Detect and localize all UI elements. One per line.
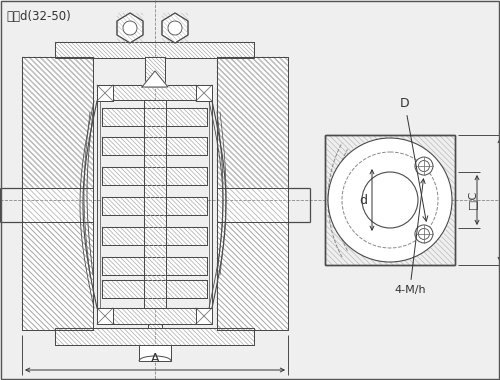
Bar <box>102 257 207 275</box>
Polygon shape <box>162 13 188 43</box>
Polygon shape <box>117 13 143 43</box>
Bar <box>102 108 207 126</box>
Bar <box>217 57 288 330</box>
Bar <box>97 85 212 100</box>
Bar <box>102 227 207 245</box>
Bar <box>196 85 212 101</box>
Circle shape <box>168 21 182 35</box>
Bar <box>102 197 207 215</box>
Bar <box>102 167 207 185</box>
Bar <box>55 42 254 58</box>
Circle shape <box>362 172 418 228</box>
Bar <box>144 100 166 308</box>
Text: d: d <box>359 193 367 206</box>
Bar <box>102 257 207 275</box>
Bar <box>97 308 113 324</box>
Bar <box>102 197 207 215</box>
Bar <box>217 222 288 330</box>
Bar <box>55 328 254 345</box>
Bar <box>217 57 288 330</box>
Text: □C: □C <box>467 191 477 209</box>
Polygon shape <box>142 71 168 87</box>
Bar <box>97 85 113 101</box>
Bar <box>139 345 171 361</box>
Bar <box>22 57 93 330</box>
Text: D: D <box>400 97 428 221</box>
Text: 4-M/h: 4-M/h <box>394 179 426 295</box>
Bar <box>196 308 212 324</box>
Bar <box>217 57 288 188</box>
Bar <box>145 57 165 87</box>
Bar <box>22 57 93 330</box>
Bar <box>102 137 207 155</box>
Circle shape <box>123 21 137 35</box>
Bar <box>22 222 93 330</box>
Bar <box>102 280 207 298</box>
Circle shape <box>418 161 430 171</box>
Circle shape <box>415 225 433 243</box>
Text: A: A <box>151 352 159 365</box>
Bar <box>22 222 93 330</box>
Bar <box>196 85 212 101</box>
Bar <box>217 222 288 330</box>
Bar <box>148 324 162 328</box>
Text: 通径d(32-50): 通径d(32-50) <box>6 10 71 23</box>
Bar <box>55 328 254 345</box>
Bar <box>97 308 212 324</box>
Circle shape <box>328 138 452 262</box>
Bar <box>22 57 93 188</box>
Bar <box>102 137 207 155</box>
Bar <box>55 42 254 58</box>
Bar <box>144 100 166 308</box>
Bar <box>97 308 113 324</box>
Circle shape <box>415 157 433 175</box>
Bar <box>97 85 212 100</box>
Bar <box>97 85 113 101</box>
Bar <box>102 108 207 126</box>
Bar <box>217 57 288 188</box>
Circle shape <box>418 228 430 239</box>
Bar <box>102 280 207 298</box>
Bar <box>145 57 165 87</box>
Bar <box>102 167 207 185</box>
Bar <box>196 308 212 324</box>
Bar <box>148 324 162 328</box>
Bar <box>22 57 93 188</box>
Bar <box>102 227 207 245</box>
Bar <box>97 308 212 324</box>
